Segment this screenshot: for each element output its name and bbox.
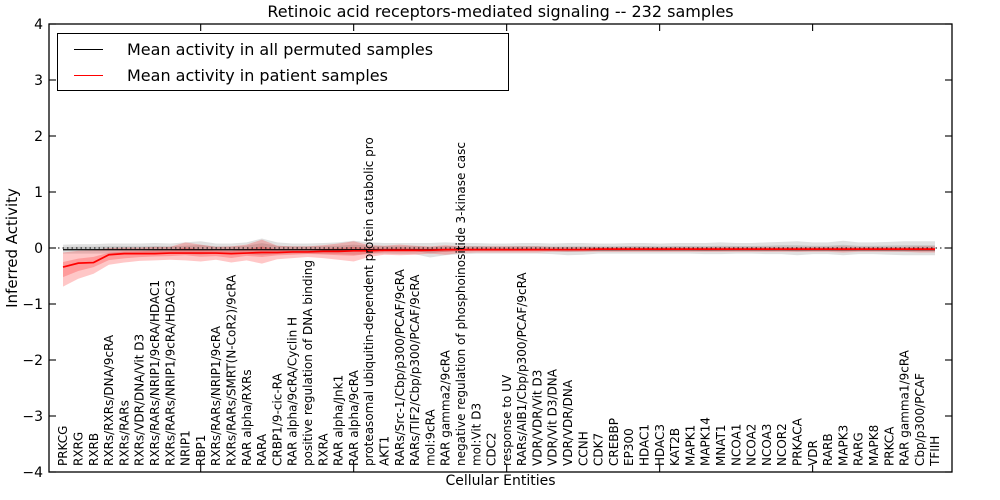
x-tick-label: Cbp/p300/PCAF	[913, 373, 927, 466]
x-tick-label: CREBBP	[607, 418, 621, 466]
x-tick-label: RARA	[255, 433, 269, 466]
x-tick-label: RXRB	[87, 433, 101, 466]
x-tick-label: response to UV	[500, 374, 514, 466]
x-tick-label: NCOA2	[745, 424, 759, 466]
x-tick-label: HDAC3	[653, 424, 667, 466]
x-tick-label: MAPK14	[699, 417, 713, 466]
x-tick-label: TFIIH	[928, 436, 942, 467]
x-tick-label: RAR alpha/Jnk1	[332, 375, 346, 466]
x-tick-label: MAPK8	[867, 425, 881, 466]
x-tick-label: proteasomal ubiquitin-dependent protein …	[362, 137, 376, 466]
x-tick-label: PRKCA	[882, 426, 896, 466]
x-tick-label: RBP1	[194, 435, 208, 466]
x-tick-label: RAR alpha/RXRs	[240, 369, 254, 466]
x-tick-label: RXRs/RARs	[117, 400, 131, 466]
x-tick-label: PRKCG	[56, 426, 70, 466]
legend-label-patient: Mean activity in patient samples	[127, 65, 388, 85]
y-tick-label: 4	[34, 17, 43, 33]
x-tick-label: EP300	[622, 428, 636, 466]
x-tick-label: NCOR2	[775, 423, 789, 466]
x-tick-label: VDR/VDR/Vit D3	[530, 370, 544, 466]
x-tick-label: KAT2B	[668, 428, 682, 466]
y-axis-label: Inferred Activity	[3, 188, 21, 308]
x-axis-ticks	[200, 24, 814, 472]
legend-item-permuted: Mean activity in all permuted samples	[58, 40, 508, 59]
x-tick-label: RXRs/RARs/NRIP1/9cRA/HDAC1	[148, 280, 162, 466]
x-tick-labels: PRKCG RXRG RXRB RXRs/RXRs/DNA/9cRA RXRs/RARs…	[56, 137, 942, 467]
y-tick-label: −1	[22, 297, 43, 313]
x-tick-label: PRKACA	[791, 417, 805, 466]
legend-label-permuted: Mean activity in all permuted samples	[127, 39, 434, 59]
x-tick-label: VDR/Vit D3/DNA	[546, 368, 560, 466]
x-tick-label: MAPK3	[836, 425, 850, 466]
legend-line-sample-black	[74, 48, 103, 50]
x-tick-label: VDR/VDR/DNA	[561, 379, 575, 466]
x-tick-label: VDR	[806, 440, 820, 466]
y-tick-label: 3	[34, 73, 43, 89]
x-tick-label: RARG	[852, 432, 866, 466]
x-tick-label: positive regulation of DNA binding	[301, 260, 315, 466]
x-tick-label: RAR alpha/9cRA/Cyclin H	[286, 317, 300, 466]
y-tick-label: 2	[34, 129, 43, 145]
x-tick-label: RXRs/RARs/NRIP1/9cRA/HDAC3	[163, 280, 177, 466]
x-tick-label: CCNH	[576, 431, 590, 466]
x-tick-label: RAR gamma2/9cRA	[439, 349, 453, 466]
x-tick-label: HDAC1	[638, 424, 652, 466]
x-tick-label: RXRs/RARs/NRIP1/9cRA	[209, 325, 223, 466]
legend-item-patient: Mean activity in patient samples	[58, 66, 508, 85]
band-patient	[63, 239, 935, 287]
x-tick-label: RARB	[821, 433, 835, 466]
x-tick-label: RARs/AIB1/Cbp/p300/PCAF/9cRA	[515, 272, 529, 466]
x-tick-label: RXRG	[71, 432, 85, 466]
legend: Mean activity in all permuted samples Me…	[57, 33, 509, 91]
x-tick-label: RXRs/VDR/DNA/Vit D3	[133, 334, 147, 466]
x-tick-label: NRIP1	[179, 430, 193, 466]
y-tick-label: 1	[34, 185, 43, 201]
x-tick-label: RAR gamma1/9cRA	[898, 349, 912, 466]
x-tick-label: mol:Vit D3	[469, 403, 483, 466]
y-tick-label: −4	[22, 465, 43, 481]
y-tick-label: −3	[22, 409, 43, 425]
x-tick-label: RARs/Src-1/Cbp/p300/PCAF/9cRA	[393, 268, 407, 466]
x-tick-label: negative regulation of phosphoinositide …	[454, 142, 468, 466]
x-tick-label: CDC2	[485, 432, 499, 466]
y-axis-ticks: 4 3 2 1 0 −1 −2 −3 −4	[22, 17, 952, 481]
x-tick-label: MAPK1	[683, 425, 697, 466]
y-tick-label: −2	[22, 353, 43, 369]
chart-title: Retinoic acid receptors-mediated signali…	[267, 2, 734, 21]
x-axis-label: Cellular Entities	[445, 473, 556, 489]
x-tick-label: RXRs/RXRs/DNA/9cRA	[102, 334, 116, 466]
x-tick-label: NCOA3	[760, 424, 774, 466]
y-tick-label: 0	[34, 241, 43, 257]
x-tick-label: RXRs/RARs/SMRT(N-CoR2)/9cRA	[224, 274, 238, 466]
legend-line-sample-red	[74, 74, 103, 76]
x-tick-label: RAR alpha/9cRA	[347, 369, 361, 466]
x-tick-label: CRBP1/9-cic-RA	[270, 372, 284, 466]
x-tick-label: RARs/TIF2/Cbp/p300/PCAF/9cRA	[408, 274, 422, 466]
x-tick-label: NCOA1	[729, 424, 743, 466]
x-tick-label: RXRA	[316, 433, 330, 466]
x-tick-label: mol:9cRA	[423, 409, 437, 466]
x-tick-label: CDK7	[592, 433, 606, 466]
x-tick-label: AKT1	[377, 436, 391, 466]
patient-mean-line	[62, 248, 935, 268]
x-tick-label: MNAT1	[714, 424, 728, 466]
